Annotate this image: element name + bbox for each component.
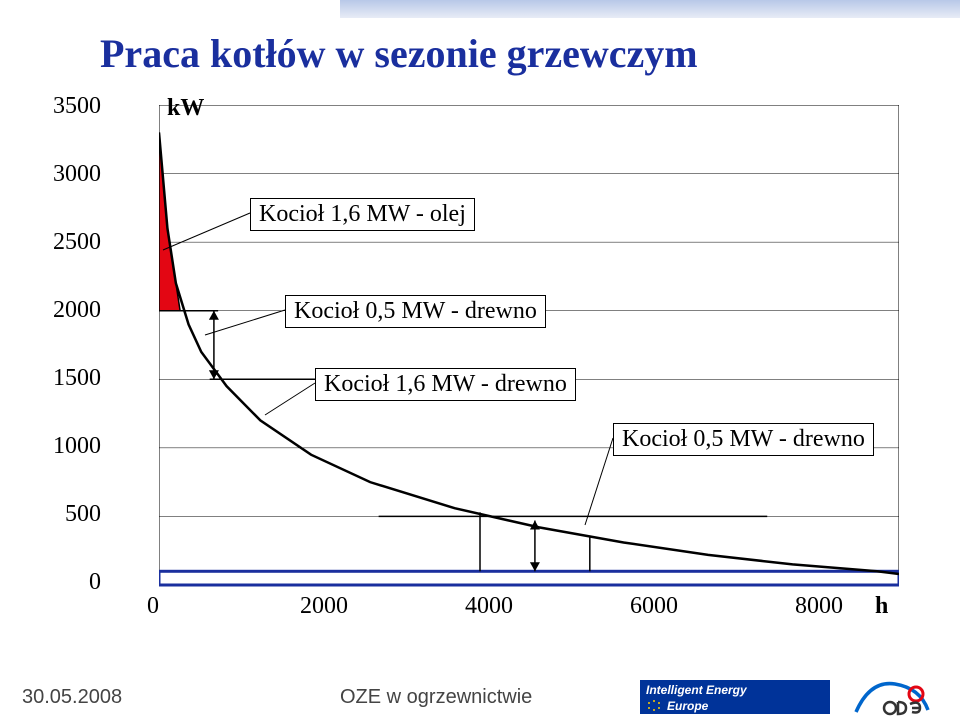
xtick-2000: 2000	[300, 593, 348, 620]
ytick-2500: 2500	[51, 229, 101, 256]
callout-label-wood-1-6: Kocioł 1,6 MW - drewno	[315, 368, 576, 401]
footer-caption: OZE w ogrzewnictwie	[340, 686, 532, 709]
callout-label-wood-0-5a: Kocioł 0,5 MW - drewno	[285, 295, 546, 328]
xtick-4000: 4000	[465, 593, 513, 620]
footer-date: 30.05.2008	[22, 686, 122, 709]
xtick-6000: 6000	[630, 593, 678, 620]
top-gradient-bar	[340, 0, 960, 18]
page-title: Praca kotłów w sezonie grzewczym	[100, 30, 698, 77]
footer: 30.05.2008 OZE w ogrzewnictwie Intellige…	[0, 678, 960, 716]
callout-label-wood-0-5b: Kocioł 0,5 MW - drewno	[613, 423, 874, 456]
x-axis-unit: h	[875, 593, 888, 620]
ytick-3500: 3500	[51, 93, 101, 120]
svg-text:Europe: Europe	[667, 699, 709, 713]
ytick-1000: 1000	[51, 433, 101, 460]
xtick-8000: 8000	[795, 593, 843, 620]
svg-text:Intelligent Energy: Intelligent Energy	[646, 683, 748, 697]
chart: 3500 3000 2500 2000 1500 1000 500 0 kW 0…	[55, 95, 905, 615]
chart-svg	[159, 105, 899, 597]
ytick-2000: 2000	[51, 297, 101, 324]
callout-label-oil-1-6: Kocioł 1,6 MW - olej	[250, 198, 475, 231]
ytick-0: 0	[51, 569, 101, 596]
xtick-0: 0	[147, 593, 159, 620]
ytick-3000: 3000	[51, 161, 101, 188]
ytick-500: 500	[51, 501, 101, 528]
ope-logo	[850, 678, 940, 716]
intelligent-energy-logo: Intelligent Energy Europe	[640, 680, 830, 714]
page: Praca kotłów w sezonie grzewczym 3500 30…	[0, 0, 960, 716]
ytick-1500: 1500	[51, 365, 101, 392]
